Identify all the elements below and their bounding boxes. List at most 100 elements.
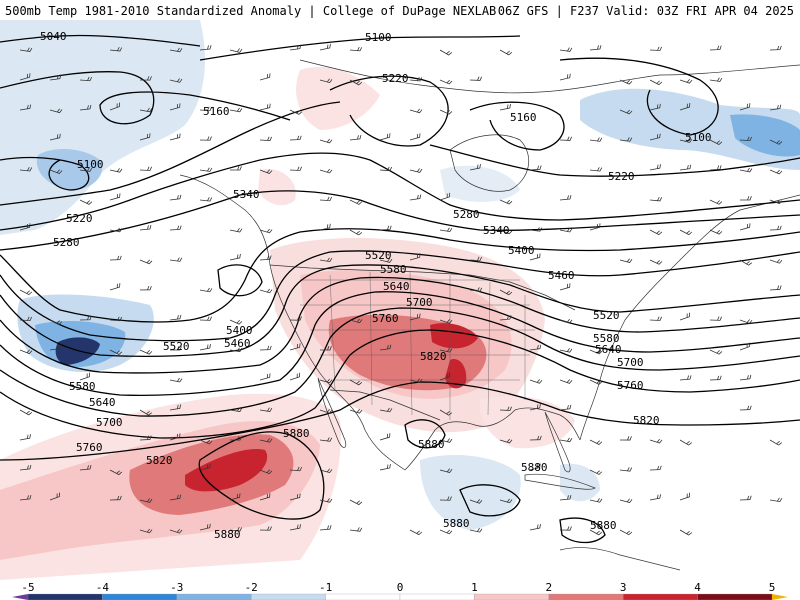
wind-barb <box>169 257 183 262</box>
wind-barb <box>439 49 453 56</box>
wind-barb <box>49 74 62 81</box>
wind-barb <box>589 167 603 172</box>
wind-barb <box>139 107 153 113</box>
contour-label: 5460 <box>548 269 575 282</box>
wind-barb <box>109 349 123 355</box>
wind-barb <box>259 438 273 443</box>
wind-barb <box>259 345 272 351</box>
wind-barb <box>649 133 661 141</box>
contour-5700 <box>0 307 800 417</box>
wind-barb <box>409 133 421 141</box>
wind-barb <box>559 283 571 291</box>
contour-5760 <box>0 329 800 439</box>
wind-barb <box>559 495 572 501</box>
contour-label: 5460 <box>224 337 251 350</box>
wind-barb <box>379 463 391 471</box>
wind-barb <box>199 45 212 51</box>
contour-label: 5220 <box>66 212 93 225</box>
wind-barb <box>739 374 752 381</box>
wind-barb <box>589 349 603 355</box>
wind-barb <box>49 169 63 174</box>
wind-barb <box>739 167 753 173</box>
wind-barb <box>649 196 663 202</box>
colorbar-tick-label: -5 <box>21 581 34 594</box>
wind-barb <box>709 199 723 205</box>
wind-barb <box>229 227 243 233</box>
canada-arctic-coast <box>299 59 800 94</box>
wind-barb <box>649 79 663 86</box>
wind-barb <box>259 469 273 475</box>
wind-barb <box>109 283 121 291</box>
warm-anomaly-plains-hot2 <box>445 359 467 389</box>
wind-barb <box>409 253 421 261</box>
wind-barb <box>589 45 602 51</box>
wind-barb <box>259 136 273 141</box>
contour-label: 5160 <box>510 111 537 124</box>
contour-label: 5100 <box>685 131 712 144</box>
wind-barb <box>379 166 393 172</box>
wind-barb <box>109 495 122 501</box>
contour-label: 5760 <box>372 312 399 325</box>
contour-label: 5340 <box>483 224 510 237</box>
wind-barb <box>499 289 513 296</box>
wind-barb <box>679 312 690 321</box>
wind-barb <box>739 259 752 266</box>
wind-barb <box>49 133 61 141</box>
colorbar-arrow-low <box>12 594 28 600</box>
wind-barb <box>559 348 573 353</box>
contour-label: 5820 <box>146 454 173 467</box>
wind-barb <box>439 109 453 115</box>
cuba <box>524 473 596 490</box>
wind-barb <box>619 137 633 142</box>
wind-barb <box>169 103 181 111</box>
contour-label: 5280 <box>453 208 480 221</box>
wind-barb <box>289 166 302 171</box>
wind-barb <box>679 439 693 446</box>
wind-barb <box>769 497 783 503</box>
contour-label: 5400 <box>226 324 253 337</box>
anomaly-colorbar: -5 -4 -3 -2 -1 0 1 2 3 4 5 <box>12 581 788 600</box>
hudson-bay <box>449 134 529 192</box>
contour-label: 5820 <box>420 350 447 363</box>
colorbar-tick-label: 1 <box>471 581 478 594</box>
wind-barb <box>259 228 273 234</box>
colorbar-swatch <box>548 593 624 600</box>
contour-5100-w <box>0 156 90 191</box>
wind-barb <box>289 44 302 51</box>
wind-barb <box>169 404 182 411</box>
model-run-info: 06Z GFS | F237 Valid: 03Z FRI APR 04 202… <box>497 4 794 18</box>
wind-barb <box>19 409 33 416</box>
state-borders <box>300 271 535 420</box>
contour-label: 5160 <box>203 105 230 118</box>
wind-barb <box>409 313 421 321</box>
contour-5100-e <box>559 57 719 136</box>
wind-barb <box>229 407 243 412</box>
wind-barb <box>739 405 752 411</box>
contour-5400 <box>0 228 800 323</box>
contour-5880-d <box>559 517 606 544</box>
wind-barb <box>589 498 603 503</box>
wind-barb <box>169 494 182 501</box>
wind-barb <box>349 199 363 205</box>
colorbar-tick-label: 3 <box>620 581 627 594</box>
wind-barb <box>379 433 391 441</box>
wind-barb <box>49 319 63 325</box>
contour-label: 5760 <box>76 441 103 454</box>
wind-barb <box>199 316 212 321</box>
wind-barb <box>739 223 751 231</box>
colorbar-tick-label: 5 <box>769 581 776 594</box>
wind-barb <box>649 46 662 51</box>
wind-barb <box>139 76 152 81</box>
contour-5460 <box>0 250 800 342</box>
wind-barb <box>619 498 633 504</box>
contour-label: 5580 <box>380 263 407 276</box>
colorbar-swatch <box>176 593 252 600</box>
colorbar-swatch <box>474 593 549 600</box>
contour-5160-e <box>469 101 565 151</box>
contour-5040 <box>0 34 201 47</box>
wind-barb <box>679 529 693 536</box>
colorbar-swatches <box>12 593 788 600</box>
wind-barb <box>649 103 661 111</box>
wind-barb <box>559 47 573 52</box>
wind-barb <box>469 76 482 81</box>
